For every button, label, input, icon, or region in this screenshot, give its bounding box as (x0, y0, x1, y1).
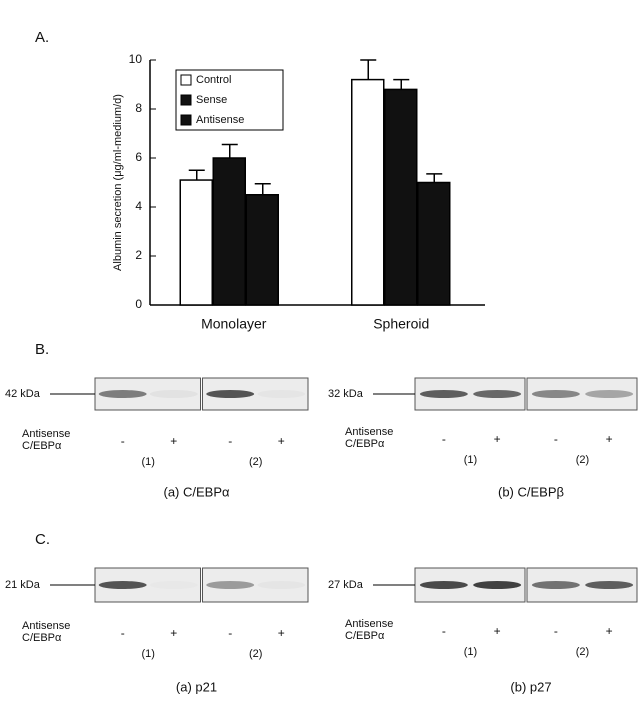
lane-sign: - (442, 624, 446, 638)
bar (418, 183, 450, 306)
lane-sign: + (494, 432, 501, 446)
row-label: Antisense (22, 620, 70, 632)
blot-band (585, 390, 633, 398)
row-label: C/EBPα (345, 438, 385, 450)
blot-band (99, 581, 147, 589)
blot-band (150, 581, 198, 589)
panel-label: C. (35, 531, 50, 548)
error-bar (189, 170, 205, 180)
error-bar (360, 60, 376, 80)
blot-band (473, 390, 521, 398)
marker-label: 42 kDa (5, 388, 41, 400)
bar (246, 195, 278, 305)
lane-sign: + (606, 432, 613, 446)
y-axis-label: Albumin secretion (μg/ml-medium/d) (112, 94, 124, 271)
panel-label: A. (35, 29, 49, 46)
blot-caption: (b) p27 (510, 679, 551, 694)
blot-caption: (a) C/EBPα (163, 484, 230, 499)
panel-label: B. (35, 341, 49, 358)
marker-label: 32 kDa (328, 388, 364, 400)
group-label: (2) (249, 456, 262, 468)
group-label: (1) (142, 648, 155, 660)
blot-band (206, 390, 254, 398)
figure: A. Albumin secretion (μg/ml-medium/d) 0 2 4 6… (0, 0, 638, 697)
bar (180, 180, 212, 305)
blot-caption: (b) C/EBPβ (498, 484, 564, 499)
lane-sign: - (554, 624, 558, 638)
error-bar (393, 80, 409, 90)
group-label: (2) (576, 454, 589, 466)
lane-sign: - (121, 434, 125, 448)
row-label: Antisense (345, 426, 393, 438)
bar (385, 89, 417, 305)
y-tick-label: 10 (129, 52, 143, 66)
y-tick-label: 6 (135, 150, 142, 164)
marker-label: 21 kDa (5, 579, 41, 591)
y-tick-label: 2 (135, 248, 142, 262)
row-label: C/EBPα (22, 440, 62, 452)
error-bar (426, 174, 442, 183)
row-label: C/EBPα (22, 632, 62, 644)
lane-sign: + (278, 626, 285, 640)
blot-caption: (a) p21 (176, 679, 217, 694)
error-bar (255, 184, 271, 195)
blot-band (150, 390, 198, 398)
blot-band (532, 390, 580, 398)
legend-label: Antisense (196, 114, 244, 126)
lane-sign: + (170, 626, 177, 640)
blot-band (99, 390, 147, 398)
group-label: (1) (142, 456, 155, 468)
lane-sign: - (228, 626, 232, 640)
legend-label: Control (196, 74, 231, 86)
lane-sign: - (121, 626, 125, 640)
group-label: (1) (464, 646, 477, 658)
y-tick-label: 4 (135, 199, 142, 213)
y-tick-label: 8 (135, 101, 142, 115)
bar (213, 158, 245, 305)
blot-band (532, 581, 580, 589)
legend-swatch (181, 75, 191, 85)
lane-sign: - (442, 432, 446, 446)
group-label: (1) (464, 454, 477, 466)
error-bar (222, 145, 238, 158)
bar (352, 80, 384, 305)
legend-swatch (181, 95, 191, 105)
row-label: Antisense (345, 618, 393, 630)
lane-sign: + (170, 434, 177, 448)
page: {"chart_data":{"type":"bar","panel_label… (0, 0, 638, 702)
x-tick-label: Spheroid (373, 316, 429, 332)
blot-band (206, 581, 254, 589)
x-tick-label: Monolayer (201, 316, 267, 332)
legend-label: Sense (196, 94, 227, 106)
blot-band (257, 581, 305, 589)
blot-band (257, 390, 305, 398)
row-label: Antisense (22, 428, 70, 440)
legend-swatch (181, 115, 191, 125)
lane-sign: + (278, 434, 285, 448)
lane-sign: - (554, 432, 558, 446)
y-tick-label: 0 (135, 297, 142, 311)
blot-band (420, 581, 468, 589)
lane-sign: + (606, 624, 613, 638)
marker-label: 27 kDa (328, 579, 364, 591)
group-label: (2) (576, 646, 589, 658)
blot-band (420, 390, 468, 398)
group-label: (2) (249, 648, 262, 660)
blot-band (473, 581, 521, 589)
blot-band (585, 581, 633, 589)
lane-sign: - (228, 434, 232, 448)
row-label: C/EBPα (345, 630, 385, 642)
lane-sign: + (494, 624, 501, 638)
